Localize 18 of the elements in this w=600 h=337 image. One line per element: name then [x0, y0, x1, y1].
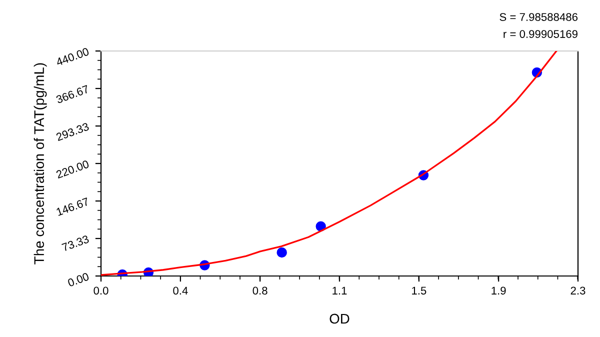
- y-tick-label: 220.00: [56, 160, 90, 179]
- y-tick-label: 366.67: [56, 84, 90, 104]
- y-tick-label: 0.00: [67, 272, 90, 287]
- x-tick-label: 1.5: [412, 286, 426, 295]
- x-tick-label: 1.1: [332, 286, 347, 294]
- x-tick-label: 2.3: [570, 286, 586, 295]
- text: S = 7.98588486: [500, 13, 578, 21]
- x-tick-label: 0.4: [173, 286, 188, 295]
- x-tick-label: 0.8: [252, 286, 268, 295]
- text: r = 0.99905169: [504, 30, 578, 38]
- x-axis-title: OD: [330, 314, 350, 324]
- x-tick-label: 1.9: [492, 286, 506, 295]
- y-tick-label: 293.33: [56, 122, 90, 142]
- y-tick-label: 146.67: [56, 197, 90, 216]
- x-tick-label: 0.0: [94, 286, 108, 295]
- y-tick-label: 73.33: [62, 234, 90, 252]
- y-tick-label: 440.00: [55, 47, 90, 66]
- y-axis-title: The concentration of TAT(pg/mL): [34, 63, 47, 264]
